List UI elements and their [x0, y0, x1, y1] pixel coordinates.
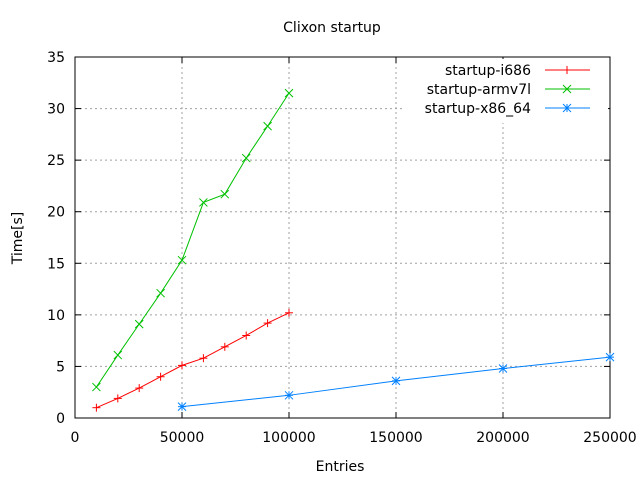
x-tick-label: 250000 — [583, 430, 636, 446]
x-tick-label: 100000 — [262, 430, 315, 446]
data-point-cross — [241, 153, 251, 163]
y-tick-label: 5 — [56, 359, 65, 375]
data-point-plus — [220, 342, 229, 351]
data-point-plus — [563, 66, 571, 74]
series-group — [92, 88, 615, 412]
axes: 0 50000 100000 150000 200000 250000 0 5 10 15 20 25… — [47, 50, 637, 446]
data-point-cross — [177, 255, 187, 265]
data-point-star — [498, 364, 508, 373]
data-point-plus — [199, 354, 208, 363]
y-tick-label: 10 — [47, 308, 65, 324]
data-point-cross — [134, 319, 144, 329]
data-point-plus — [135, 384, 144, 393]
y-tick-label: 35 — [47, 50, 65, 66]
data-point-cross — [156, 288, 165, 298]
data-point-plus — [156, 372, 165, 381]
y-tick-label: 0 — [56, 411, 65, 427]
data-point-cross — [92, 382, 101, 392]
x-axis-label: Entries — [316, 459, 365, 475]
data-point-cross — [220, 189, 230, 199]
legend-label: startup-i686 — [445, 63, 531, 79]
y-tick-label: 20 — [47, 205, 65, 221]
x-tick-label: 0 — [71, 430, 80, 446]
y-tick-label: 15 — [47, 256, 65, 272]
y-tick-label: 30 — [47, 102, 65, 118]
data-point-plus — [113, 394, 122, 403]
data-point-plus — [178, 361, 186, 370]
data-point-cross — [284, 88, 294, 98]
chart-title: Clixon startup — [283, 20, 381, 36]
data-point-cross — [113, 350, 123, 360]
series-line-startup-armv7l — [95, 92, 290, 388]
y-axis-label: Time[s] — [10, 212, 26, 265]
data-point-star — [605, 352, 615, 362]
plot-border — [74, 56, 611, 419]
data-point-plus — [285, 308, 293, 317]
data-point-plus — [263, 319, 272, 328]
data-point-star — [391, 376, 401, 386]
data-point-cross — [263, 121, 272, 131]
legend-label: startup-armv7l — [427, 82, 531, 98]
data-point-star — [177, 402, 187, 412]
data-point-plus — [92, 403, 101, 412]
data-point-cross — [562, 84, 572, 94]
x-tick-label: 200000 — [476, 430, 529, 446]
x-tick-label: 50000 — [160, 430, 205, 446]
legend-label: startup-x86_64 — [425, 101, 531, 117]
y-tick-label: 25 — [47, 153, 65, 169]
x-tick-label: 150000 — [369, 430, 422, 446]
data-point-star — [284, 390, 294, 400]
data-point-plus — [242, 331, 251, 340]
legend: startup-i686 startup-armv7l startup-x86_64 — [405, 59, 608, 123]
data-point-cross — [199, 198, 208, 207]
data-point-star — [562, 103, 572, 113]
series-line-startup-i686 — [96, 312, 290, 409]
